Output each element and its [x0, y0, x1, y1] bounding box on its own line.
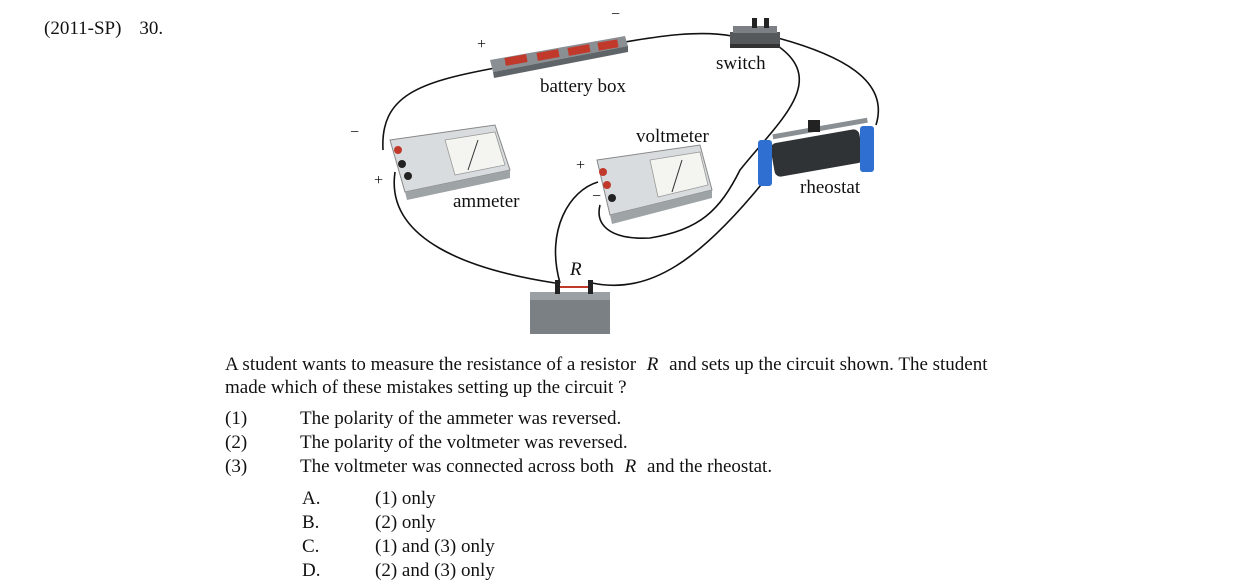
ammeter-icon: [389, 124, 511, 200]
choice-a-letter[interactable]: A.: [302, 488, 321, 509]
switch-icon: [730, 18, 780, 48]
ammeter-label: ammeter: [453, 191, 520, 212]
question-source: (2011-SP): [44, 18, 122, 39]
choice-c-letter[interactable]: C.: [302, 536, 320, 557]
statement-3-text-b: and the rheostat.: [647, 456, 773, 477]
wire-voltmeter-resistor: [554, 181, 599, 284]
wire-resistor-rheostat: [591, 179, 766, 287]
choice-b-letter[interactable]: B.: [302, 512, 320, 533]
statement-2-text: The polarity of the voltmeter was revers…: [300, 432, 628, 453]
voltmeter-label: voltmeter: [636, 126, 709, 147]
wire-battery-ammeter: [382, 67, 496, 151]
rheostat-icon: [758, 117, 874, 186]
statement-1-number: (1): [225, 408, 248, 429]
battery-minus-sign: −: [611, 6, 621, 23]
statement-3-R: R: [624, 456, 637, 477]
statement-3-text: The voltmeter was connected across both …: [300, 456, 772, 478]
wire-switch-voltmeter: [598, 43, 800, 239]
question-header: (2011-SP) 30.: [44, 18, 163, 40]
voltmeter-plus-sign: +: [576, 157, 586, 174]
ammeter-minus-sign: −: [350, 124, 360, 141]
ammeter-plus-sign: +: [374, 172, 384, 189]
wire-ammeter-resistor: [393, 171, 556, 284]
voltmeter-icon: [596, 144, 713, 224]
switch-label: switch: [716, 53, 766, 74]
circuit-diagram: [382, 18, 879, 334]
statement-3-text-a: The voltmeter was connected across both: [300, 456, 614, 477]
battery-box-icon: [490, 36, 628, 78]
question-number: 30.: [139, 18, 164, 39]
statement-1-text: The polarity of the ammeter was reversed…: [300, 408, 622, 429]
choice-b-text[interactable]: (2) only: [375, 512, 436, 533]
choice-d-text[interactable]: (2) and (3) only: [375, 560, 495, 581]
question-stem-line2: made which of these mistakes setting up …: [225, 377, 627, 398]
question-stem-line1: A student wants to measure the resistanc…: [225, 353, 988, 376]
statement-2-number: (2): [225, 432, 248, 453]
resistor-label: R: [570, 259, 582, 280]
wire-battery-switch: [624, 32, 733, 43]
resistor-board-icon: [530, 280, 610, 334]
choice-d-letter[interactable]: D.: [302, 560, 321, 581]
wires: [382, 32, 879, 287]
stem-text-b: and sets up the circuit shown. The stude…: [669, 354, 988, 375]
stem-text-a: A student wants to measure the resistanc…: [225, 354, 637, 375]
battery-plus-sign: +: [477, 36, 487, 53]
wire-switch-rheostat: [777, 37, 879, 126]
choice-c-text[interactable]: (1) and (3) only: [375, 536, 495, 557]
battery-box-label: battery box: [540, 76, 627, 97]
statement-3-number: (3): [225, 456, 248, 477]
choice-a-text[interactable]: (1) only: [375, 488, 436, 509]
rheostat-label: rheostat: [800, 177, 861, 198]
stem-R: R: [646, 354, 659, 375]
voltmeter-minus-sign: −: [592, 188, 602, 205]
